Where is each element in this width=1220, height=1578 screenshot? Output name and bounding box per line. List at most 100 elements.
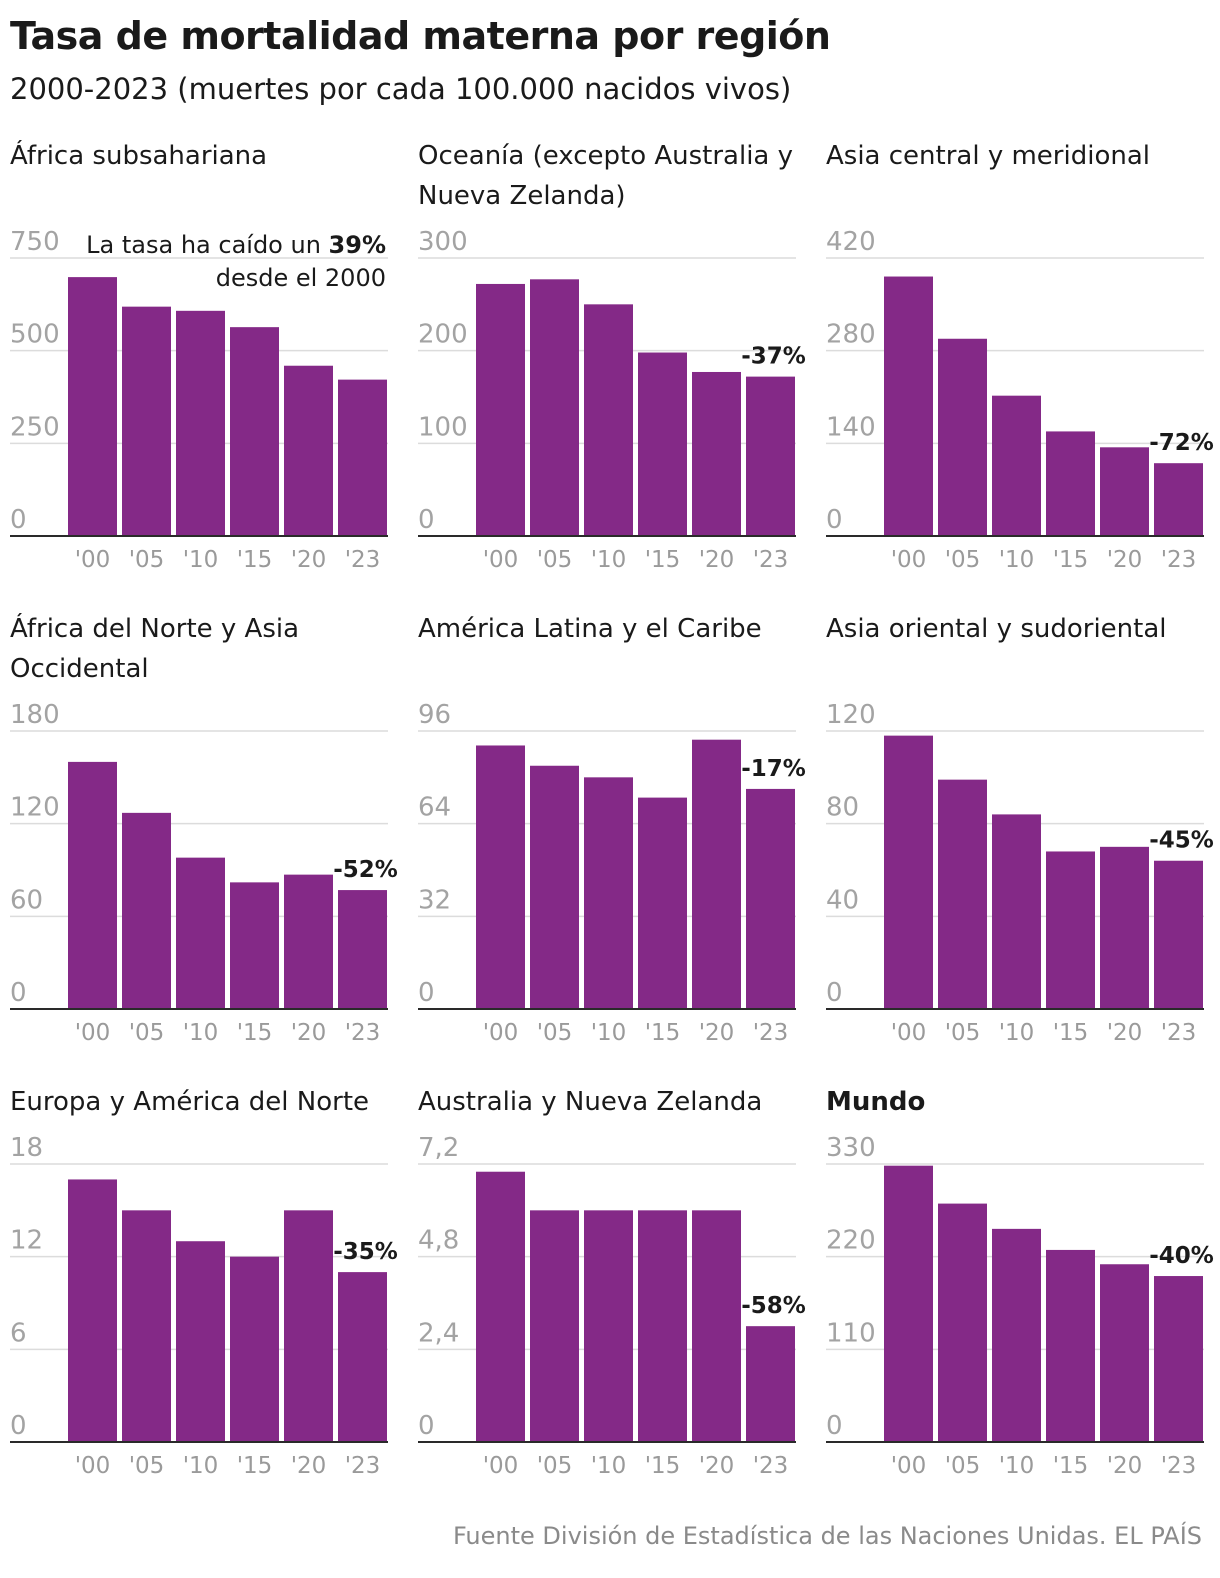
bar <box>530 1210 579 1442</box>
y-tick-label: 0 <box>826 505 843 535</box>
bar <box>176 1241 225 1442</box>
x-tick-label: '05 <box>945 547 981 573</box>
y-tick-label: 110 <box>826 1318 876 1348</box>
change-label: -37% <box>741 344 806 370</box>
y-tick-label: 280 <box>826 320 876 350</box>
panel-chart-5: América Latina y el Caribe 0 32 64 96 '00 '05 '… <box>418 614 806 1046</box>
x-tick-label: '10 <box>183 1020 219 1046</box>
x-tick-label: '00 <box>891 1020 927 1046</box>
y-tick-label: 140 <box>826 412 876 442</box>
y-tick-label: 300 <box>418 227 468 257</box>
bar <box>338 1272 387 1442</box>
y-tick-label: 60 <box>10 885 43 915</box>
x-tick-label: '23 <box>345 547 381 573</box>
x-tick-label: '10 <box>591 547 627 573</box>
y-tick-label: 80 <box>826 793 859 823</box>
x-tick-label: '10 <box>183 547 219 573</box>
y-tick-label: 120 <box>10 793 60 823</box>
bar <box>992 395 1041 536</box>
panel-title: Europa y América del Norte <box>10 1087 369 1117</box>
bar <box>1100 846 1149 1009</box>
x-tick-label: '20 <box>1107 547 1143 573</box>
source-note: Fuente División de Estadística de las Na… <box>452 1522 1202 1550</box>
x-tick-label: '23 <box>753 1020 789 1046</box>
panel-chart-7: Europa y América del Norte 0 6 12 18 '00 '05 '1… <box>10 1087 398 1479</box>
x-tick-label: '00 <box>483 1453 519 1479</box>
bar <box>938 338 987 536</box>
y-tick-label: 0 <box>10 1411 27 1441</box>
bar <box>692 1210 741 1442</box>
y-tick-label: 96 <box>418 700 451 730</box>
bar <box>122 306 171 536</box>
bar <box>638 797 687 1009</box>
annotation-line-2: desde el 2000 <box>216 264 386 292</box>
x-tick-label: '10 <box>183 1453 219 1479</box>
bar <box>1100 1264 1149 1442</box>
bar <box>230 1256 279 1442</box>
bar <box>122 1210 171 1442</box>
x-tick-label: '20 <box>291 1453 327 1479</box>
x-tick-label: '05 <box>537 1020 573 1046</box>
x-tick-label: '05 <box>945 1453 981 1479</box>
bar <box>1154 463 1203 536</box>
x-tick-label: '05 <box>537 1453 573 1479</box>
bar <box>1154 860 1203 1009</box>
bar <box>284 874 333 1009</box>
change-label: -58% <box>741 1293 806 1319</box>
panel-chart-9: Mundo 0 110 220 330 '00 '05 '10 '15 '20 '23 -40% <box>826 1087 1214 1479</box>
y-tick-label: 0 <box>418 978 435 1008</box>
panel-title: Nueva Zelanda) <box>418 181 626 211</box>
change-label: -40% <box>1149 1243 1214 1269</box>
bar <box>746 788 795 1009</box>
y-tick-label: 750 <box>10 227 60 257</box>
bar <box>1046 851 1095 1009</box>
y-tick-label: 64 <box>418 793 451 823</box>
x-tick-label: '10 <box>999 1453 1035 1479</box>
y-tick-label: 120 <box>826 700 876 730</box>
bar <box>638 352 687 536</box>
y-tick-label: 0 <box>826 978 843 1008</box>
change-label: -35% <box>333 1239 398 1265</box>
y-tick-label: 2,4 <box>418 1318 459 1348</box>
x-tick-label: '23 <box>345 1020 381 1046</box>
bar <box>884 276 933 536</box>
panel-chart-3: Asia central y meridional 0 140 280 420 '00 '0… <box>826 141 1214 573</box>
bar <box>1154 1276 1203 1442</box>
x-tick-label: '15 <box>1053 547 1089 573</box>
bar <box>692 739 741 1009</box>
bar <box>476 1171 525 1442</box>
bar <box>746 376 795 536</box>
x-tick-label: '10 <box>591 1020 627 1046</box>
x-tick-label: '15 <box>237 547 273 573</box>
x-tick-label: '20 <box>291 1020 327 1046</box>
x-tick-label: '20 <box>1107 1453 1143 1479</box>
y-tick-label: 7,2 <box>418 1133 459 1163</box>
x-tick-label: '05 <box>129 547 165 573</box>
change-label: -45% <box>1149 828 1214 854</box>
bar <box>284 1210 333 1442</box>
x-tick-label: '23 <box>1161 1453 1197 1479</box>
x-tick-label: '15 <box>645 547 681 573</box>
y-tick-label: 40 <box>826 885 859 915</box>
x-tick-label: '15 <box>645 1020 681 1046</box>
x-tick-label: '10 <box>591 1453 627 1479</box>
panel-chart-1: África subsahariana 0 250 500 750 '00 '05 '10 '1… <box>10 139 388 573</box>
x-tick-label: '15 <box>237 1020 273 1046</box>
x-tick-label: '10 <box>999 547 1035 573</box>
bar <box>938 779 987 1009</box>
y-tick-label: 250 <box>10 412 60 442</box>
bar <box>176 310 225 536</box>
bar <box>1046 431 1095 536</box>
bar <box>68 761 117 1009</box>
bar <box>122 812 171 1009</box>
x-tick-label: '05 <box>129 1020 165 1046</box>
bar <box>992 1228 1041 1442</box>
x-tick-label: '10 <box>999 1020 1035 1046</box>
panel-chart-2: Oceanía (excepto Australia y Nueva Zeland… <box>418 141 806 573</box>
x-tick-label: '20 <box>1107 1020 1143 1046</box>
panel-chart-8: Australia y Nueva Zelanda 0 2,4 4,8 7,2 '00 '0… <box>418 1087 806 1479</box>
panel-chart-4: África del Norte y Asia Occidental 0 60 120 1… <box>10 612 398 1046</box>
x-tick-label: '23 <box>753 547 789 573</box>
y-tick-label: 6 <box>10 1318 27 1348</box>
change-label: -17% <box>741 756 806 782</box>
